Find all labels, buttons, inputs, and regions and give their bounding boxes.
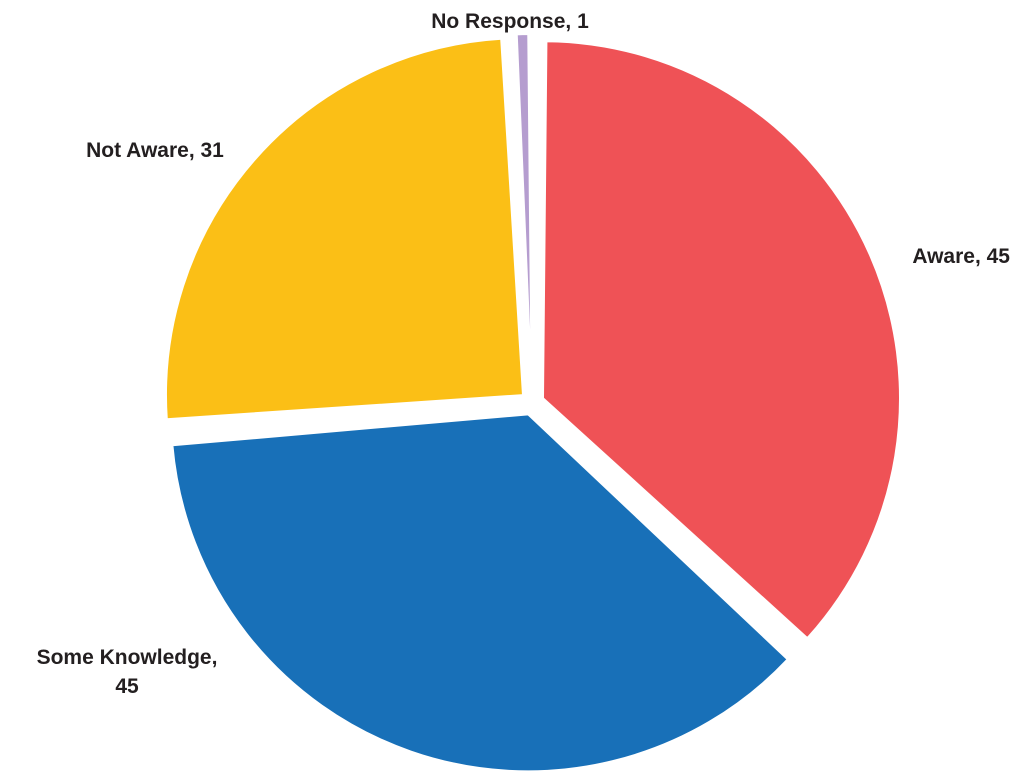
pie-label-aware: Aware, 45 bbox=[912, 245, 1010, 268]
pie-labels: Aware, 45 Some Knowledge, 45 Not Aware, 31 N… bbox=[37, 10, 1011, 698]
pie-slices bbox=[165, 33, 901, 772]
pie-slice-no-response bbox=[515, 33, 533, 392]
pie-label-not-aware: Not Aware, 31 bbox=[86, 139, 224, 162]
pie-slice-some-knowledge bbox=[171, 413, 790, 772]
pie-slice-not-aware bbox=[165, 37, 525, 421]
pie-label-some-knowledge: Some Knowledge, 45 bbox=[37, 646, 218, 698]
pie-label-no-response: No Response, 1 bbox=[431, 10, 589, 33]
pie-slice-aware bbox=[541, 40, 901, 640]
